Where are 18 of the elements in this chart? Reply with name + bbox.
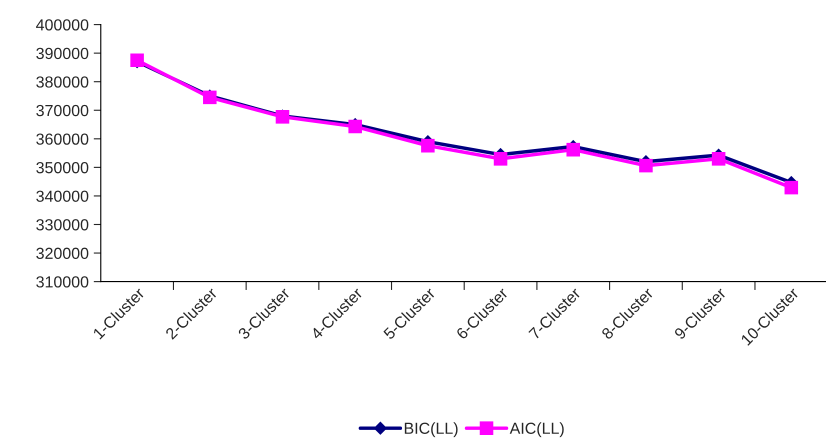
legend-label: AIC(LL) <box>510 422 564 438</box>
y-tick-label: 390000 <box>36 48 88 60</box>
y-tick-label: 310000 <box>36 276 88 288</box>
point <box>639 158 653 172</box>
y-tick-label: 330000 <box>36 219 88 230</box>
y-tick-label: 320000 <box>36 248 88 259</box>
y-tick-label: 340000 <box>36 190 88 202</box>
point <box>712 152 726 166</box>
point <box>421 138 435 152</box>
point <box>784 180 798 194</box>
y-tick-label: 380000 <box>36 76 88 88</box>
point <box>566 142 580 156</box>
legend-label: BIC(LL) <box>404 422 458 438</box>
point <box>494 152 508 166</box>
y-tick-label: 350000 <box>36 162 88 174</box>
y-tick-label: 360000 <box>36 133 88 145</box>
y-tick-label: 370000 <box>36 104 88 116</box>
y-tick-label: 400000 <box>36 19 88 31</box>
